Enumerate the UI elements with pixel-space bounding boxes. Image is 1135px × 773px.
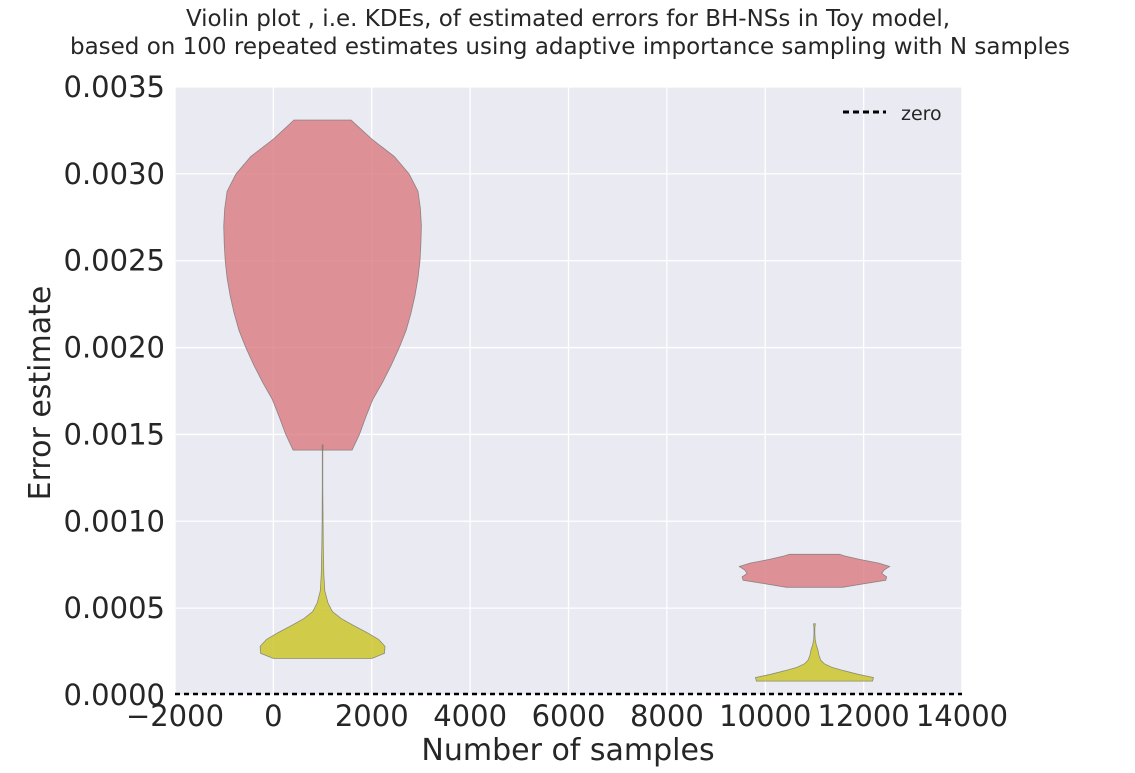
x-axis-ticks: −2000 0 2000 4000 6000 8000 10000 12000 14000 xyxy=(126,699,1008,733)
violin-series-1-x-1000 xyxy=(223,119,422,451)
violin-series-2-x-1000 xyxy=(259,444,386,659)
x-tick-label: 12000 xyxy=(817,699,909,733)
legend-zero-label: zero xyxy=(901,103,942,125)
chart-title-line-2: based on 100 repeated estimates using ad… xyxy=(70,34,1070,60)
y-tick-label: 0.0035 xyxy=(64,70,165,104)
x-axis-label: Number of samples xyxy=(421,733,714,768)
y-tick-label: 0.0030 xyxy=(64,157,165,191)
x-tick-label: −2000 xyxy=(126,699,224,733)
x-tick-label: 0 xyxy=(264,699,282,733)
y-axis-ticks: 0.0000 0.0005 0.0010 0.0015 0.0020 0.0025 0.00… xyxy=(64,70,165,712)
x-tick-label: 2000 xyxy=(335,699,409,733)
violin-series-1-x-11000 xyxy=(738,553,891,588)
y-axis-label: Error estimate xyxy=(23,286,58,501)
chart-title-line-1: Violin plot , i.e. KDEs, of estimated er… xyxy=(186,6,950,32)
y-tick-label: 0.0010 xyxy=(64,504,165,538)
y-tick-label: 0.0020 xyxy=(64,331,165,365)
x-tick-label: 8000 xyxy=(630,699,704,733)
y-tick-label: 0.0015 xyxy=(64,417,165,451)
legend: zero xyxy=(843,103,942,125)
y-tick-label: 0.0025 xyxy=(64,244,165,278)
y-tick-label: 0.0005 xyxy=(64,591,165,625)
violin-series-2-x-11000 xyxy=(754,623,875,682)
x-tick-label: 6000 xyxy=(532,699,606,733)
x-tick-label: 10000 xyxy=(719,699,811,733)
x-tick-label: 4000 xyxy=(433,699,507,733)
x-tick-label: 14000 xyxy=(916,699,1008,733)
violins xyxy=(223,119,891,682)
y-tick-label: 0.0000 xyxy=(64,678,165,712)
